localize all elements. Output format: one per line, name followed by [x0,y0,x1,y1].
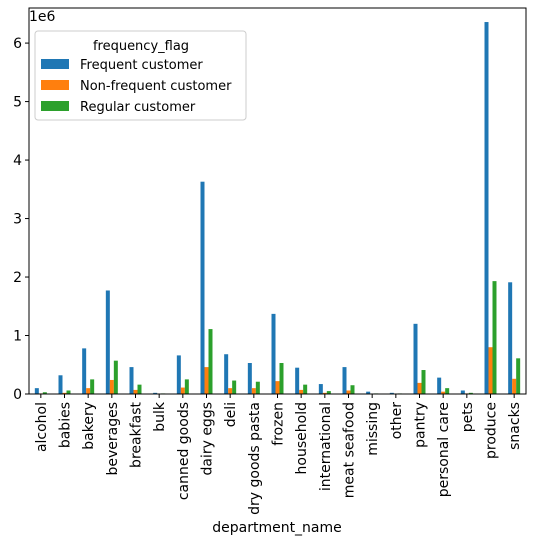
y-tick-label: 3 [13,212,22,228]
y-tick-label: 5 [13,95,22,111]
bar-pantry-series-0 [413,323,418,394]
x-tick-label: breakfast [129,402,145,468]
x-tick-label: meat seafood [342,402,358,498]
x-tick-label: international [318,402,334,491]
x-tick-label: bakery [81,402,97,450]
x-tick-label: snacks [507,402,523,450]
bar-personal-care-series-0 [437,377,442,394]
bar-alcohol-series-0 [34,388,39,394]
bar-deli-series-1 [228,388,233,394]
plot-frame [28,7,527,395]
x-tick-label: beverages [105,402,121,476]
bar-deli-series-2 [232,380,237,394]
legend-label: Frequent customer [80,58,203,73]
bar-frozen-series-2 [279,363,284,394]
bar-produce-series-2 [492,281,497,394]
bar-beverages-series-2 [113,360,118,394]
bar-international-series-2 [326,391,331,394]
y-tick-label: 2 [13,270,22,286]
bar-dry-goods-pasta-series-1 [251,388,256,394]
bar-dairy-eggs-series-1 [204,367,209,394]
bar-breakfast-series-1 [133,389,138,394]
bars-layer [34,22,521,394]
bar-international-series-1 [322,392,327,394]
bar-produce-series-1 [488,347,493,394]
x-tick-label: frozen [271,402,287,446]
bar-dairy-eggs-series-0 [200,181,205,394]
x-tick-label: dairy eggs [200,402,216,476]
bar-bakery-series-2 [90,379,95,394]
y-tick-label: 0 [13,387,22,403]
bar-meat-seafood-series-2 [350,385,355,394]
bar-dry-goods-pasta-series-0 [247,363,252,394]
x-tick-label: pets [460,402,476,432]
bar-missing-series-0 [366,391,371,394]
bar-frozen-series-1 [275,381,280,394]
x-tick-label: babies [58,402,74,448]
y-tick-label: 6 [13,36,22,52]
bar-breakfast-series-0 [129,367,134,394]
bar-pets-series-2 [468,392,473,394]
legend-box [34,30,247,121]
bar-beverages-series-1 [109,379,114,394]
bar-dry-goods-pasta-series-2 [255,381,260,394]
bar-household-series-1 [299,389,304,394]
bar-personal-care-series-2 [445,388,450,394]
bar-dairy-eggs-series-2 [208,329,213,394]
y-tick-label: 1 [13,329,22,345]
bar-household-series-2 [303,384,308,394]
bar-pets-series-0 [460,390,465,394]
bar-pantry-series-2 [421,370,426,394]
bar-babies-series-2 [66,390,71,394]
x-tick-label: produce [484,402,500,459]
y-scale-label: 1e6 [29,9,56,25]
x-tick-label: bulk [152,401,168,432]
x-tick-label: household [294,402,310,474]
legend-swatch [41,80,69,90]
bar-bakery-series-0 [82,348,87,394]
legend-label: Regular customer [80,100,196,115]
x-tick-label: personal care [436,402,452,497]
bar-canned-goods-series-2 [184,379,189,394]
bar-breakfast-series-2 [137,384,142,394]
bar-bakery-series-1 [86,388,91,394]
bar-household-series-0 [295,367,300,394]
y-axis: 0 1 2 3 4 5 6 [13,36,29,403]
bar-produce-series-0 [484,22,489,394]
bar-bulk-series-0 [153,392,158,394]
x-tick-label: missing [365,402,381,456]
bar-meat-seafood-series-0 [342,367,347,394]
bar-pantry-series-1 [417,382,422,394]
bar-beverages-series-0 [105,290,110,394]
bar-canned-goods-series-0 [176,355,181,394]
x-tick-label: deli [223,402,239,427]
bar-snacks-series-1 [512,378,517,394]
bar-personal-care-series-1 [441,391,446,394]
x-tick-label: other [389,402,405,440]
x-axis: alcohol babies bakery beverages breakfast bul… [34,394,523,515]
bar-alcohol-series-2 [42,392,47,394]
legend: frequency_flag Frequent customer Non-freq… [34,30,247,121]
bar-international-series-0 [318,384,323,394]
legend-label: Non-frequent customer [80,79,232,94]
bar-babies-series-0 [58,375,63,394]
x-tick-label: dry goods pasta [247,402,263,515]
y-tick-label: 4 [13,153,22,169]
x-tick-label: canned goods [176,402,192,500]
bar-other-series-0 [389,392,394,394]
bar-babies-series-1 [62,392,67,394]
legend-swatch [41,101,69,111]
bar-canned-goods-series-1 [180,387,185,394]
bar-snacks-series-0 [508,282,513,394]
legend-title: frequency_flag [93,39,189,54]
bar-meat-seafood-series-1 [346,390,351,394]
bar-deli-series-0 [224,354,229,394]
x-tick-label: alcohol [34,402,50,452]
bar-snacks-series-2 [516,358,521,394]
x-tick-label: pantry [413,402,429,448]
x-axis-label: department_name [212,520,342,536]
bar-frozen-series-0 [271,313,276,394]
legend-swatch [41,59,69,69]
